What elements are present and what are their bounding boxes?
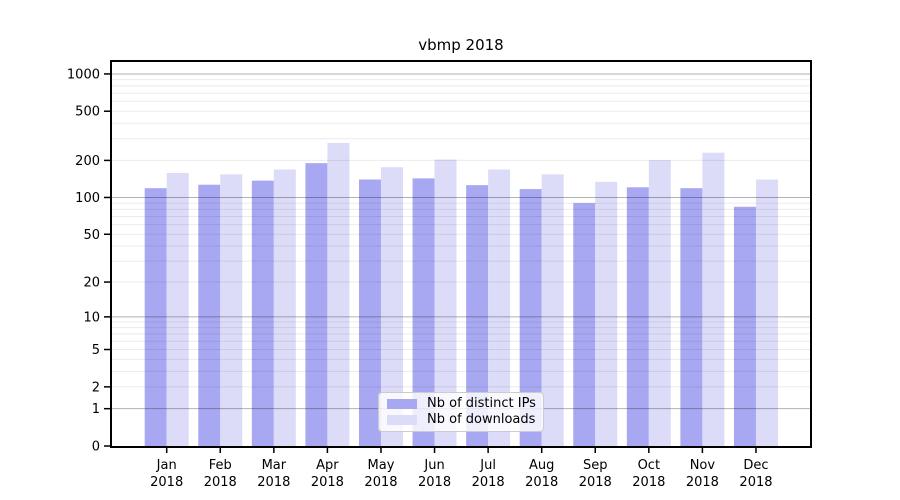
legend: Nb of distinct IPs Nb of downloads xyxy=(378,392,544,432)
bar-distinct-ips xyxy=(144,188,167,447)
x-tick-label-year: 2018 xyxy=(204,475,237,490)
y-tick-label: 1 xyxy=(92,402,100,417)
bar-distinct-ips xyxy=(251,180,274,447)
y-tick-label: 100 xyxy=(75,191,100,206)
x-tick-label-month: Jun xyxy=(423,458,444,473)
x-tick-label-year: 2018 xyxy=(150,475,183,490)
x-tick-label-month: Mar xyxy=(262,458,287,473)
x-tick-label-year: 2018 xyxy=(739,475,772,490)
x-tick-label-month: Dec xyxy=(743,458,768,473)
bar-distinct-ips xyxy=(733,206,756,447)
bar-distinct-ips xyxy=(412,178,435,448)
bar-distinct-ips xyxy=(519,189,542,448)
x-tick-label-month: Jul xyxy=(479,458,496,473)
legend-item-distinct-ips: Nb of distinct IPs xyxy=(385,396,537,412)
bar-downloads xyxy=(273,169,296,448)
x-tick-label-month: Apr xyxy=(316,458,339,473)
x-tick-label-month: Nov xyxy=(690,458,716,473)
bar-downloads xyxy=(488,169,511,448)
axis-spine xyxy=(110,60,812,448)
x-tick-label-month: Sep xyxy=(583,458,608,473)
bar-downloads xyxy=(702,152,725,447)
y-tick-label: 1000 xyxy=(67,67,100,82)
bar-downloads xyxy=(220,174,243,447)
x-tick-label-year: 2018 xyxy=(579,475,612,490)
legend-swatch-distinct-ips xyxy=(387,399,417,409)
bar-downloads xyxy=(541,174,564,447)
x-tick-label-month: Feb xyxy=(209,458,232,473)
bar-downloads xyxy=(434,159,457,447)
x-tick-label-month: Aug xyxy=(529,458,554,473)
bar-distinct-ips xyxy=(466,185,489,447)
y-tick-label: 5 xyxy=(92,343,100,358)
chart-title: vbmp 2018 xyxy=(418,36,504,54)
legend-label: Nb of downloads xyxy=(427,412,536,427)
y-tick-label: 10 xyxy=(83,310,100,325)
bar-downloads xyxy=(166,173,189,447)
legend-swatch-downloads xyxy=(387,415,417,425)
x-tick-label-year: 2018 xyxy=(418,475,451,490)
bar-downloads xyxy=(380,167,403,447)
x-tick-label-month: Oct xyxy=(638,458,660,473)
y-tick-label: 200 xyxy=(75,154,100,169)
x-tick-label-year: 2018 xyxy=(364,475,397,490)
bar-distinct-ips xyxy=(680,188,703,447)
bar-distinct-ips xyxy=(358,179,381,447)
bar-downloads xyxy=(327,142,350,447)
x-tick-label-month: Jan xyxy=(156,458,177,473)
x-tick-label-year: 2018 xyxy=(257,475,290,490)
bar-distinct-ips xyxy=(305,163,328,447)
x-tick-label-month: May xyxy=(368,458,395,473)
y-tick-label: 20 xyxy=(83,276,100,291)
x-tick-label-year: 2018 xyxy=(472,475,505,490)
bar-downloads xyxy=(648,160,671,448)
y-tick-label: 2 xyxy=(92,380,100,395)
legend-label: Nb of distinct IPs xyxy=(427,396,536,411)
x-tick-label-year: 2018 xyxy=(686,475,719,490)
x-tick-label-year: 2018 xyxy=(632,475,665,490)
bar-distinct-ips xyxy=(573,203,596,447)
bar-distinct-ips xyxy=(626,187,649,447)
bar-downloads xyxy=(595,181,618,447)
legend-item-downloads: Nb of downloads xyxy=(385,412,537,428)
y-tick-label: 50 xyxy=(83,228,100,243)
bar-distinct-ips xyxy=(198,184,221,447)
y-tick-label: 0 xyxy=(92,440,100,455)
x-tick-label-year: 2018 xyxy=(311,475,344,490)
y-tick-label: 500 xyxy=(75,105,100,120)
bar-downloads xyxy=(755,179,778,447)
x-tick-label-year: 2018 xyxy=(525,475,558,490)
